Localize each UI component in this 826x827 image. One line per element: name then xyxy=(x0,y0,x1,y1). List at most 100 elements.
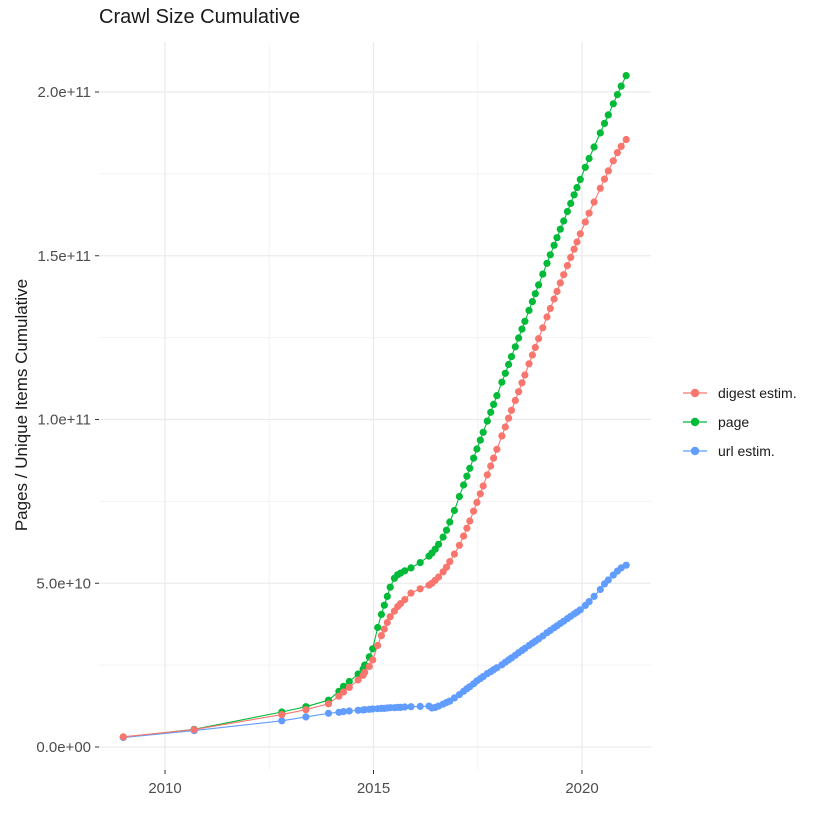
data-point xyxy=(439,533,447,541)
data-point xyxy=(585,154,593,163)
data-point xyxy=(511,343,519,351)
data-point xyxy=(119,733,127,741)
data-point xyxy=(518,325,526,333)
data-point xyxy=(377,610,385,619)
data-point xyxy=(324,709,333,717)
data-point xyxy=(501,423,509,431)
y-axis-tick-label: 0.0e+00 xyxy=(36,739,91,756)
data-point xyxy=(531,290,539,298)
data-point xyxy=(563,262,572,270)
data-point xyxy=(507,353,516,361)
data-point xyxy=(407,589,415,597)
data-point xyxy=(442,563,451,571)
data-point xyxy=(546,304,554,313)
data-point xyxy=(560,271,568,279)
data-point xyxy=(546,251,554,259)
data-point xyxy=(383,592,391,601)
data-point xyxy=(470,507,478,515)
data-point xyxy=(596,585,604,594)
data-point xyxy=(460,532,468,540)
data-point xyxy=(553,287,561,295)
chart-title: Crawl Size Cumulative xyxy=(99,6,301,28)
data-point xyxy=(570,245,578,253)
data-point xyxy=(278,711,286,719)
data-point xyxy=(470,454,478,462)
data-point xyxy=(576,230,584,238)
data-point xyxy=(302,706,310,714)
data-point xyxy=(361,668,369,676)
data-point xyxy=(600,119,609,127)
data-point xyxy=(450,550,458,558)
x-axis-tick-label: 2020 xyxy=(565,780,598,797)
y-axis-tick-label: 2.0e+11 xyxy=(37,84,91,101)
data-point xyxy=(446,558,454,566)
data-point xyxy=(515,334,523,342)
data-point xyxy=(563,207,572,216)
y-axis-tick-label: 1.5e+11 xyxy=(37,248,91,265)
data-point xyxy=(525,306,533,314)
data-point xyxy=(613,149,622,157)
legend-item: page xyxy=(681,407,797,436)
series-line xyxy=(123,75,627,738)
data-point xyxy=(490,454,498,462)
data-point xyxy=(377,632,385,640)
data-point xyxy=(556,279,564,287)
data-point xyxy=(446,518,454,526)
data-point xyxy=(435,540,443,548)
legend-key-icon xyxy=(683,388,707,397)
data-point xyxy=(354,676,362,684)
data-point xyxy=(442,526,451,534)
data-point xyxy=(539,270,547,278)
data-point xyxy=(528,351,537,359)
data-point xyxy=(604,576,612,584)
data-point xyxy=(339,682,348,691)
data-point xyxy=(543,259,551,267)
data-point xyxy=(507,406,516,414)
data-point xyxy=(518,379,526,387)
legend-label: page xyxy=(718,413,750,430)
data-point xyxy=(576,606,584,614)
data-point xyxy=(463,472,471,480)
data-point xyxy=(573,184,581,192)
data-point xyxy=(483,417,491,425)
data-point xyxy=(596,184,604,192)
data-point xyxy=(600,175,609,183)
data-point xyxy=(401,703,409,711)
data-point xyxy=(466,517,474,525)
data-point xyxy=(374,623,382,632)
data-point xyxy=(505,414,513,422)
data-point xyxy=(576,175,584,183)
data-point xyxy=(450,506,458,515)
data-point xyxy=(339,708,348,716)
data-point xyxy=(487,462,495,470)
data-point xyxy=(531,343,539,351)
data-point xyxy=(528,298,537,306)
data-point xyxy=(416,559,424,567)
data-point xyxy=(466,464,474,472)
data-point xyxy=(585,598,593,606)
data-point xyxy=(511,396,519,405)
data-point xyxy=(585,209,593,217)
data-point xyxy=(476,490,484,498)
data-point xyxy=(498,432,506,440)
data-point xyxy=(590,592,598,601)
data-point xyxy=(581,218,589,226)
data-point xyxy=(622,561,630,569)
data-point xyxy=(609,157,617,165)
data-point xyxy=(493,392,501,400)
x-axis-tick-label: 2010 xyxy=(148,780,181,797)
data-point xyxy=(622,135,630,144)
data-point xyxy=(487,408,495,416)
data-point xyxy=(190,726,198,734)
data-point xyxy=(567,253,575,261)
data-point xyxy=(505,360,513,369)
data-point xyxy=(324,700,333,708)
data-point xyxy=(435,573,443,581)
data-point xyxy=(556,225,564,233)
data-point xyxy=(490,400,498,408)
series-digest-estim- xyxy=(119,135,630,741)
data-point xyxy=(380,625,388,633)
series-url-estim- xyxy=(119,561,630,742)
data-point xyxy=(386,613,394,621)
